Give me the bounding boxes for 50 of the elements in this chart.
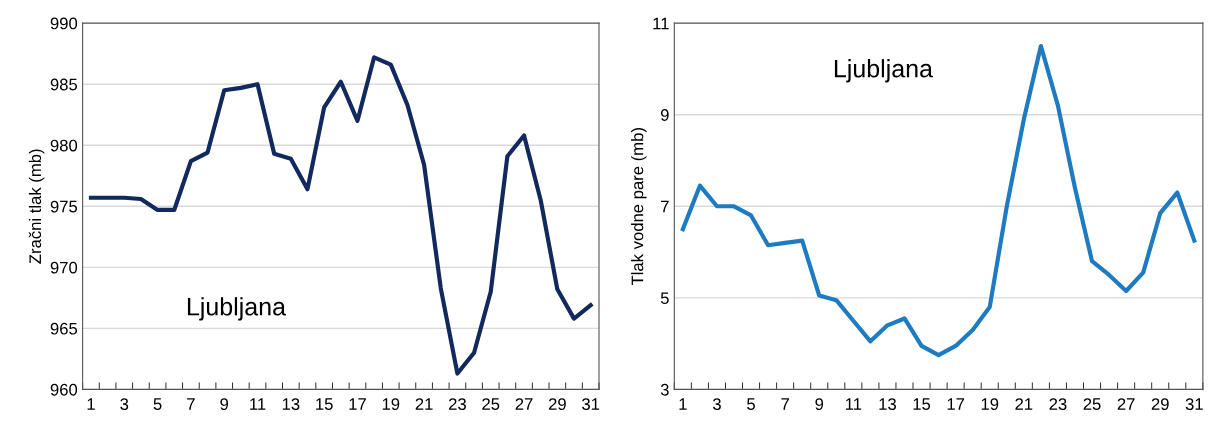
x-tick-label: 29 xyxy=(548,398,566,410)
x-tick-label: 25 xyxy=(482,398,500,410)
y-tick-label: 980 xyxy=(50,139,78,152)
y-tick-label: 970 xyxy=(50,261,78,274)
x-tick-label: 25 xyxy=(1083,398,1101,410)
x-tick-label: 31 xyxy=(1185,398,1203,410)
y-tick-label: 975 xyxy=(50,200,78,213)
line-series xyxy=(88,55,593,376)
x-tick-label: 23 xyxy=(448,398,466,410)
annotation: Ljubljana xyxy=(187,297,286,321)
x-tick-label: 11 xyxy=(845,398,862,410)
y-tick-label: 3 xyxy=(660,383,669,396)
x-tick-label: 21 xyxy=(415,398,433,410)
y-tick-label: 960 xyxy=(50,383,78,396)
x-tick-label: 13 xyxy=(282,398,300,410)
x-tick-label: 27 xyxy=(1117,398,1135,410)
x-tick-label: 3 xyxy=(712,398,721,410)
x-tick-label: 1 xyxy=(87,398,95,410)
x-tick-label: 5 xyxy=(153,398,162,410)
x-tick-label: 3 xyxy=(120,398,129,410)
x-tick-label: 19 xyxy=(981,398,999,410)
y-tick-label: 9 xyxy=(660,109,669,121)
x-tick-label: 17 xyxy=(349,398,366,410)
y-tick-label: 990 xyxy=(50,17,78,30)
x-tick-label: 1 xyxy=(679,398,687,410)
y-axis-title: Tlak vodne pare (mb) xyxy=(631,128,647,286)
x-tick-label: 15 xyxy=(913,398,931,410)
x-tick-label: 17 xyxy=(947,398,965,410)
x-tick-label: 9 xyxy=(220,398,229,410)
x-tick-label: 5 xyxy=(747,398,755,410)
x-tick-label: 7 xyxy=(187,398,195,410)
x-tick-label: 23 xyxy=(1049,398,1067,410)
x-tick-label: 7 xyxy=(781,398,789,410)
x-tick-label: 31 xyxy=(582,398,600,410)
y-tick-label: 5 xyxy=(660,292,669,305)
x-tick-label: 27 xyxy=(515,398,533,410)
annotation: Ljubljana xyxy=(834,59,933,83)
y-tick-label: 985 xyxy=(50,78,78,91)
y-tick-label: 7 xyxy=(661,200,669,213)
y-axis-title: Zračni tlak (mb) xyxy=(28,149,45,264)
line-series xyxy=(680,43,1197,358)
x-tick-label: 15 xyxy=(316,398,333,410)
x-tick-label: 29 xyxy=(1151,398,1169,410)
x-tick-label: 11 xyxy=(250,398,266,410)
x-tick-label: 21 xyxy=(1015,398,1033,410)
x-tick-label: 19 xyxy=(382,398,400,410)
y-tick-label: 965 xyxy=(50,322,78,335)
y-tick-label: 11 xyxy=(653,17,669,30)
x-tick-label: 13 xyxy=(879,398,896,410)
x-tick-label: 9 xyxy=(815,398,824,410)
